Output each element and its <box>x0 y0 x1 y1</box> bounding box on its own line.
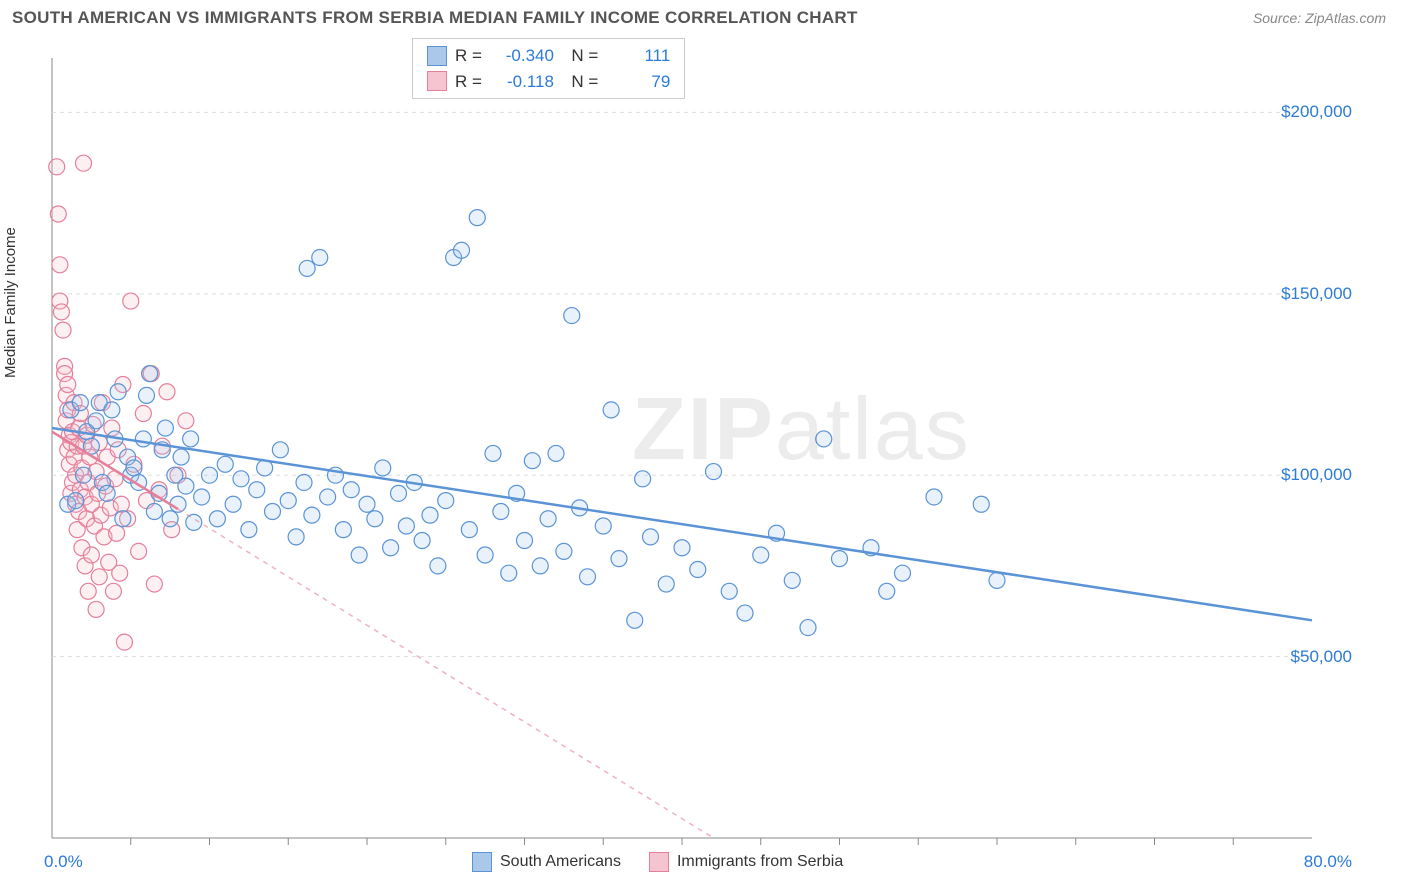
stats-legend: R = -0.340 N = 111 R = -0.118 N = 79 <box>412 38 685 99</box>
swatch-series-2 <box>427 71 447 91</box>
chart-container: Median Family Income ZIPatlas R = -0.340… <box>12 38 1394 876</box>
swatch-series-1 <box>427 46 447 66</box>
swatch-series-1 <box>472 852 492 872</box>
x-axis-max-label: 80.0% <box>1304 852 1352 872</box>
y-tick-label: $200,000 <box>1281 102 1352 122</box>
legend-label-1: South Americans <box>500 853 621 871</box>
stats-row-2: R = -0.118 N = 79 <box>427 69 670 95</box>
y-tick-label: $100,000 <box>1281 465 1352 485</box>
stat-n-label: N = <box>562 43 598 69</box>
chart-title: SOUTH AMERICAN VS IMMIGRANTS FROM SERBIA… <box>12 8 858 28</box>
y-tick-label: $150,000 <box>1281 284 1352 304</box>
stat-r-label: R = <box>455 69 482 95</box>
scatter-chart <box>12 38 1394 876</box>
legend-label-2: Immigrants from Serbia <box>677 853 843 871</box>
swatch-series-2 <box>649 852 669 872</box>
x-axis-min-label: 0.0% <box>44 852 83 872</box>
stat-n-value-2: 79 <box>606 69 670 95</box>
y-axis-label: Median Family Income <box>2 227 19 378</box>
legend-item-2: Immigrants from Serbia <box>649 852 843 872</box>
legend-item-1: South Americans <box>472 852 621 872</box>
stat-r-label: R = <box>455 43 482 69</box>
chart-header: SOUTH AMERICAN VS IMMIGRANTS FROM SERBIA… <box>0 0 1406 32</box>
stat-n-label: N = <box>562 69 598 95</box>
chart-source: Source: ZipAtlas.com <box>1253 10 1386 26</box>
stats-row-1: R = -0.340 N = 111 <box>427 43 670 69</box>
y-tick-label: $50,000 <box>1291 647 1352 667</box>
stat-n-value-1: 111 <box>606 43 670 69</box>
stat-r-value-1: -0.340 <box>490 43 554 69</box>
bottom-legend: South Americans Immigrants from Serbia <box>472 852 843 872</box>
stat-r-value-2: -0.118 <box>490 69 554 95</box>
